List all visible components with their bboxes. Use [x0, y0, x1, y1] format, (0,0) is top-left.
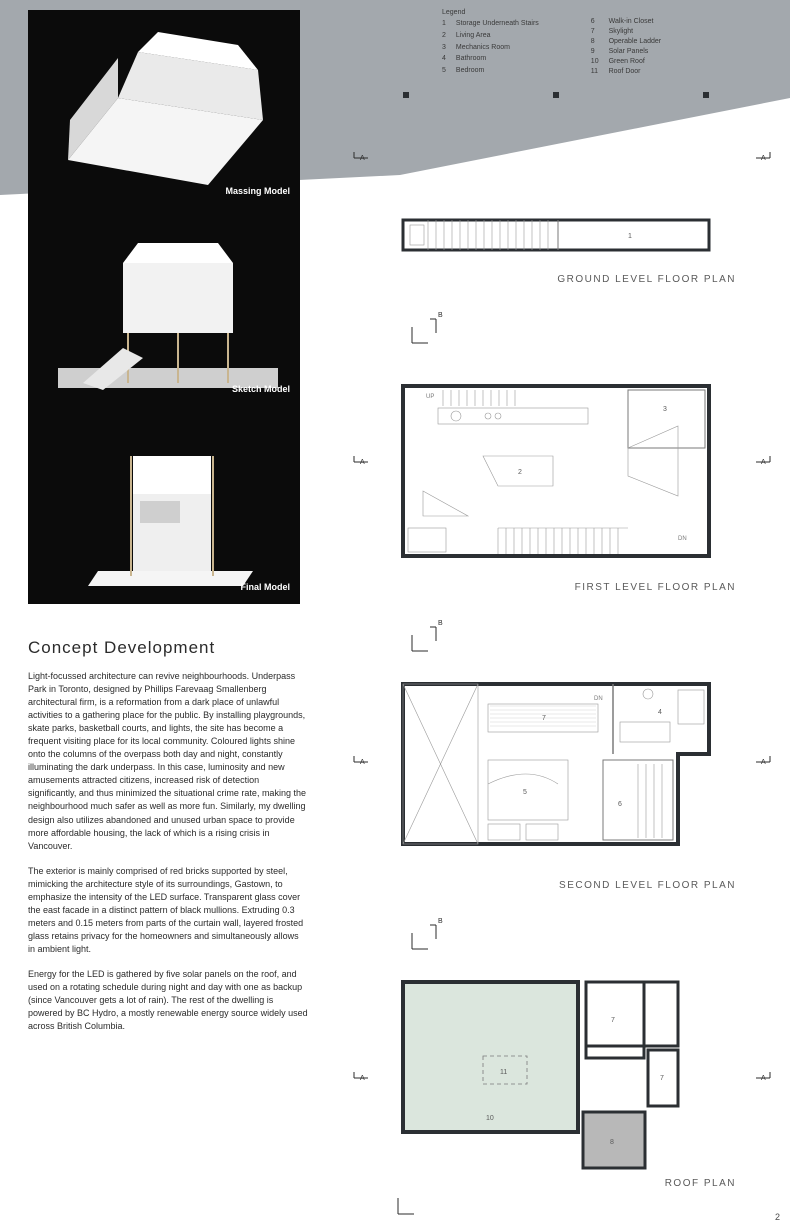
- sketch-model-image: Sketch Model: [28, 208, 300, 406]
- concept-para: Light-focussed architecture can revive n…: [28, 670, 308, 853]
- first-plan: A A: [348, 356, 776, 660]
- second-plan: A A: [348, 664, 776, 958]
- ground-plan: A A 1: [348, 80, 776, 352]
- legend: Legend 1Storage Underneath Stairs 2Livin…: [440, 6, 776, 78]
- svg-text:7: 7: [660, 1075, 664, 1082]
- svg-text:11: 11: [500, 1069, 507, 1076]
- right-column: Legend 1Storage Underneath Stairs 2Livin…: [330, 0, 790, 1228]
- svg-text:3: 3: [663, 406, 667, 413]
- svg-text:6: 6: [618, 801, 622, 808]
- massing-model-image: Massing Model: [28, 10, 300, 208]
- model-caption: Massing Model: [225, 186, 290, 196]
- svg-text:7: 7: [542, 715, 546, 722]
- plan-title: SECOND LEVEL FLOOR PLAN: [348, 880, 736, 891]
- legend-title: Legend: [442, 8, 547, 18]
- svg-text:7: 7: [611, 1017, 615, 1024]
- roof-plan: A A 7 7 8 10 11 ROOF P: [348, 962, 776, 1189]
- svg-text:2: 2: [518, 469, 522, 476]
- model-caption: Final Model: [241, 582, 291, 592]
- svg-text:5: 5: [523, 789, 527, 796]
- final-model-image: Final Model: [28, 406, 300, 604]
- model-caption: Sketch Model: [232, 384, 290, 394]
- plan-title: FIRST LEVEL FLOOR PLAN: [348, 582, 736, 593]
- svg-text:4: 4: [658, 709, 662, 716]
- concept-para: Energy for the LED is gathered by five s…: [28, 968, 308, 1033]
- concept-body: Light-focussed architecture can revive n…: [28, 670, 308, 1033]
- legend-col-1: Legend 1Storage Underneath Stairs 2Livin…: [440, 6, 549, 78]
- concept-title: Concept Development: [28, 638, 330, 658]
- legend-col-2: 6Walk-in Closet 7Skylight 8Operable Ladd…: [589, 6, 671, 78]
- left-column: Massing Model Sketch Model: [0, 0, 330, 1228]
- model-images: Massing Model Sketch Model: [28, 10, 300, 604]
- svg-text:10: 10: [486, 1115, 494, 1122]
- plan-title: GROUND LEVEL FLOOR PLAN: [348, 274, 736, 285]
- page-number: 2: [775, 1212, 780, 1222]
- svg-text:DN: DN: [678, 536, 687, 542]
- svg-text:8: 8: [610, 1139, 614, 1146]
- concept-para: The exterior is mainly comprised of red …: [28, 865, 308, 956]
- svg-text:B: B: [438, 918, 443, 925]
- page: Massing Model Sketch Model: [0, 0, 790, 1228]
- svg-text:DN: DN: [594, 696, 603, 702]
- svg-text:UP: UP: [426, 394, 434, 400]
- svg-text:1: 1: [628, 233, 632, 240]
- svg-text:B: B: [438, 312, 443, 319]
- svg-text:B: B: [438, 620, 443, 627]
